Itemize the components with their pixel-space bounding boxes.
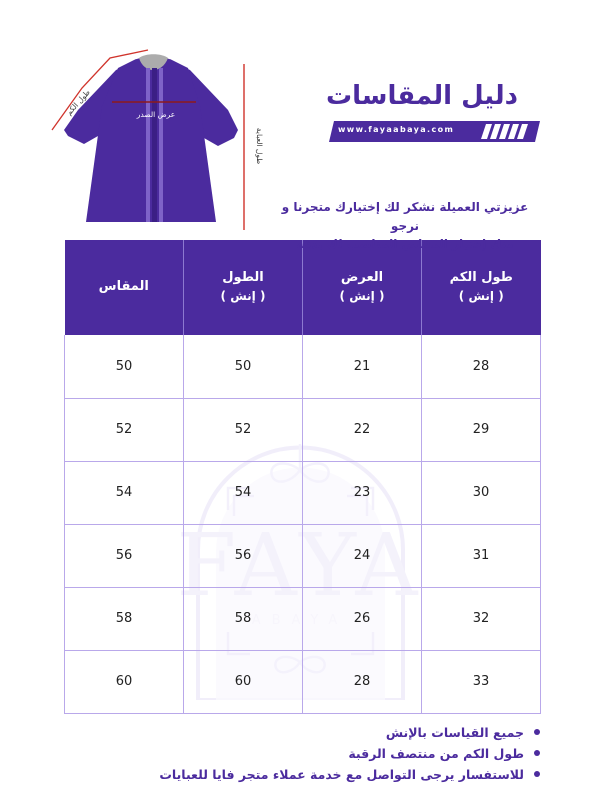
- table-row: 30 23 54 54: [64, 460, 541, 525]
- abaya-placket-left: [146, 68, 150, 222]
- cell-sleeve-length: 30: [421, 460, 541, 525]
- notes-list: جميع القياسات بالإنش طول الكم من منتصف ال…: [60, 722, 540, 785]
- intro-line-1: عزيزتي العميلة نشكر لك إختيارك متجرنا و …: [281, 200, 529, 233]
- size-table-header-row: طول الكم ( إنش ) العرض ( إنش ) الطول ( إ…: [64, 240, 541, 335]
- note-item: طول الكم من منتصف الرقبة: [60, 743, 540, 764]
- header-unit: ( إنش ): [339, 289, 385, 304]
- page-title: دليل المقاسات: [325, 81, 519, 111]
- brand-url-text: www.fayaabaya.com: [338, 124, 455, 134]
- abaya-placket-right: [159, 68, 163, 222]
- abaya-illustration: طول الكم عرض الصدر طول العباية: [38, 26, 300, 238]
- intro-message: عزيزتي العميلة نشكر لك إختيارك متجرنا و …: [270, 198, 540, 254]
- table-row: 31 24 56 56: [64, 523, 541, 588]
- intro-line-2: منك إختيار المقاس المناسب لك بدقه: [296, 237, 514, 252]
- cell-width: 24: [302, 523, 422, 588]
- cell-length: 52: [183, 397, 303, 462]
- note-item: للاستفسار يرجى التواصل مع خدمة عملاء متج…: [60, 764, 540, 785]
- brand-header: دليل المقاسات www.fayaabaya.com: [304, 81, 540, 142]
- cell-length: 50: [183, 335, 303, 399]
- chest-width-label: عرض الصدر: [136, 110, 176, 119]
- cell-length: 58: [183, 586, 303, 651]
- column-header-sleeve-length: طول الكم ( إنش ): [421, 240, 541, 335]
- cell-size: 60: [64, 649, 184, 714]
- cell-width: 23: [302, 460, 422, 525]
- cell-width: 21: [302, 335, 422, 399]
- column-header-size: المقاس: [64, 240, 184, 335]
- table-row: 28 21 50 50: [64, 335, 541, 399]
- note-item: جميع القياسات بالإنش: [60, 722, 540, 743]
- size-table: طول الكم ( إنش ) العرض ( إنش ) الطول ( إ…: [64, 240, 541, 714]
- cell-width: 22: [302, 397, 422, 462]
- cell-sleeve-length: 31: [421, 523, 541, 588]
- size-table-head: طول الكم ( إنش ) العرض ( إنش ) الطول ( إ…: [64, 240, 541, 335]
- column-header-width: العرض ( إنش ): [302, 240, 422, 335]
- table-row: 33 28 60 60: [64, 649, 541, 714]
- column-header-length: الطول ( إنش ): [183, 240, 303, 335]
- cell-size: 56: [64, 523, 184, 588]
- sleeve-measure-line: [51, 49, 149, 131]
- cell-length: 56: [183, 523, 303, 588]
- cell-sleeve-length: 33: [421, 649, 541, 714]
- cell-sleeve-length: 28: [421, 335, 541, 399]
- cell-sleeve-length: 29: [421, 397, 541, 462]
- size-table-body: 28 21 50 50 29 22 52 52 30 23 54 54 31 24 56 56 32 26 58 58…: [64, 335, 541, 714]
- table-row: 29 22 52 52: [64, 397, 541, 462]
- cell-sleeve-length: 32: [421, 586, 541, 651]
- header-unit: ( إنش ): [458, 289, 504, 304]
- cell-size: 58: [64, 586, 184, 651]
- cell-size: 50: [64, 335, 184, 399]
- cell-width: 28: [302, 649, 422, 714]
- header-main: العرض: [340, 270, 384, 286]
- header-main: طول الكم: [449, 270, 513, 286]
- cell-size: 52: [64, 397, 184, 462]
- cell-size: 54: [64, 460, 184, 525]
- cell-width: 26: [302, 586, 422, 651]
- abaya-placket-center: [152, 68, 157, 222]
- cell-length: 54: [183, 460, 303, 525]
- header-main: الطول: [222, 270, 264, 286]
- abaya-body: [86, 57, 216, 222]
- header-unit: ( إنش ): [220, 289, 266, 304]
- abaya-collar: [139, 54, 168, 70]
- cell-length: 60: [183, 649, 303, 714]
- brand-url-banner: www.fayaabaya.com: [304, 120, 540, 142]
- table-row: 32 26 58 58: [64, 586, 541, 651]
- header-main: المقاس: [98, 279, 149, 295]
- abaya-length-label: طول العباية: [255, 128, 264, 164]
